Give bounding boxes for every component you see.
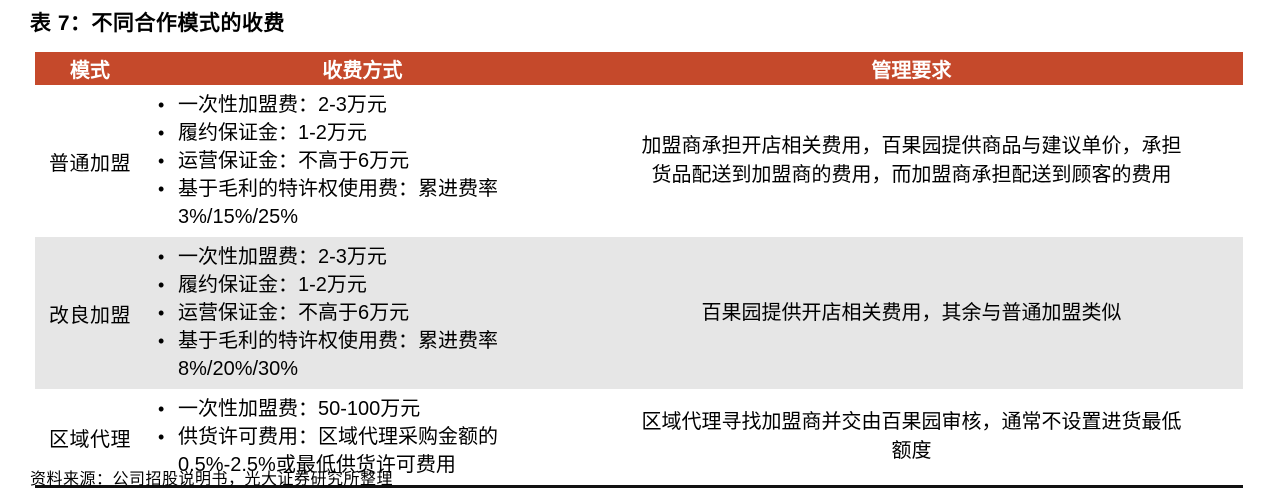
table-header-row: 模式 收费方式 管理要求 [35,52,1243,85]
fee-item: 一次性加盟费：2-3万元 [145,243,498,271]
fee-item: 基于毛利的特许权使用费：累进费率 8%/20%/30% [145,327,498,383]
fee-item: 供货许可费用：区域代理采购金额的 0.5%-2.5%或最低供货许可费用 [145,423,498,479]
table-row: 普通加盟 一次性加盟费：2-3万元 履约保证金：1-2万元 运营保证金：不高于6… [35,85,1243,237]
fee-item: 履约保证金：1-2万元 [145,271,498,299]
header-cell-management: 管理要求 [871,60,952,82]
fee-item: 运营保证金：不高于6万元 [145,147,498,175]
table-row: 区域代理 一次性加盟费：50-100万元 供货许可费用：区域代理采购金额的 0.… [35,389,1243,485]
fees-cell: 一次性加盟费：2-3万元 履约保证金：1-2万元 运营保证金：不高于6万元 基于… [145,85,580,237]
management-cell: 百果园提供开店相关费用，其余与普通加盟类似 [701,301,1122,324]
fee-item: 履约保证金：1-2万元 [145,119,498,147]
fees-cell: 一次性加盟费：2-3万元 履约保证金：1-2万元 运营保证金：不高于6万元 基于… [145,237,580,389]
fees-cell: 一次性加盟费：50-100万元 供货许可费用：区域代理采购金额的 0.5%-2.… [145,389,580,485]
fee-item: 一次性加盟费：50-100万元 [145,395,498,423]
fee-item: 基于毛利的特许权使用费：累进费率 3%/15%/25% [145,175,498,231]
fee-list: 一次性加盟费：2-3万元 履约保证金：1-2万元 运营保证金：不高于6万元 基于… [145,85,498,237]
fee-list: 一次性加盟费：50-100万元 供货许可费用：区域代理采购金额的 0.5%-2.… [145,389,498,485]
cooperation-fees-table: 模式 收费方式 管理要求 普通加盟 一次性加盟费：2-3万元 履约保证金：1-2… [35,52,1243,488]
header-cell-fees: 收费方式 [322,60,403,82]
fee-item: 一次性加盟费：2-3万元 [145,91,498,119]
header-cell-mode: 模式 [70,60,110,82]
table-row: 改良加盟 一次性加盟费：2-3万元 履约保证金：1-2万元 运营保证金：不高于6… [35,237,1243,389]
mode-cell: 普通加盟 [49,152,131,175]
mode-cell: 改良加盟 [49,304,131,327]
fee-item: 运营保证金：不高于6万元 [145,299,498,327]
table-title: 表 7：不同合作模式的收费 [30,12,286,35]
fee-list: 一次性加盟费：2-3万元 履约保证金：1-2万元 运营保证金：不高于6万元 基于… [145,237,498,389]
management-cell: 加盟商承担开店相关费用，百果园提供商品与建议单价，承担 货品配送到加盟商的费用，… [641,135,1182,186]
mode-cell: 区域代理 [49,428,131,451]
source-note: 资料来源：公司招股说明书，光大证券研究所整理 [30,471,394,488]
management-cell: 区域代理寻找加盟商并交由百果园审核，通常不设置进货最低 额度 [641,411,1182,462]
